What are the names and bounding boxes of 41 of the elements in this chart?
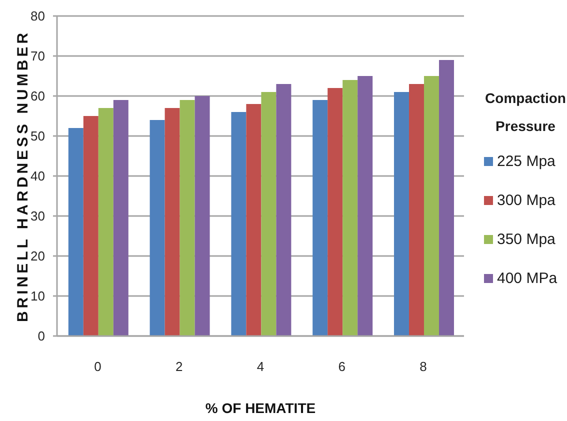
y-tick-label: 70 xyxy=(30,48,45,64)
bar xyxy=(358,76,373,336)
bar xyxy=(164,108,180,336)
bar xyxy=(150,120,165,336)
bar xyxy=(194,96,210,336)
x-tick-label: 8 xyxy=(420,359,427,374)
bar xyxy=(438,60,454,336)
x-tick-label: 4 xyxy=(256,359,264,374)
y-tick-label: 50 xyxy=(30,128,45,144)
legend-label: 350 Mpa xyxy=(497,231,556,248)
bar xyxy=(312,100,328,336)
bar xyxy=(246,104,262,336)
y-axis-title: BRINELL HARDNESS NUMBER xyxy=(14,30,32,322)
bar xyxy=(83,116,98,336)
bar xyxy=(98,108,114,336)
bar xyxy=(231,112,246,336)
bar xyxy=(68,128,84,336)
legend-label: 225 Mpa xyxy=(497,153,556,170)
x-axis-title: % OF HEMATITE xyxy=(205,400,316,416)
x-tick-label: 0 xyxy=(94,359,102,374)
y-tick-label: 60 xyxy=(30,88,45,104)
x-tick-label: 2 xyxy=(175,359,183,374)
legend-label: 400 MPa xyxy=(497,270,558,287)
y-tick-label: 20 xyxy=(30,248,45,264)
bar xyxy=(328,88,343,336)
y-tick-label: 40 xyxy=(30,168,45,184)
bar xyxy=(113,100,128,336)
bar xyxy=(408,84,424,336)
bar xyxy=(424,76,439,336)
y-tick-label: 10 xyxy=(30,288,45,304)
bar xyxy=(276,84,292,336)
y-tick-label: 0 xyxy=(38,328,45,344)
bar xyxy=(180,100,195,336)
legend-label: 300 Mpa xyxy=(497,192,556,209)
bar xyxy=(394,92,409,336)
x-tick-label: 6 xyxy=(338,359,346,374)
bar xyxy=(261,92,276,336)
legend-title: Compaction Pressure xyxy=(484,89,567,136)
y-tick-label: 80 xyxy=(30,8,45,24)
bar xyxy=(342,80,358,336)
y-tick-label: 30 xyxy=(30,208,45,224)
